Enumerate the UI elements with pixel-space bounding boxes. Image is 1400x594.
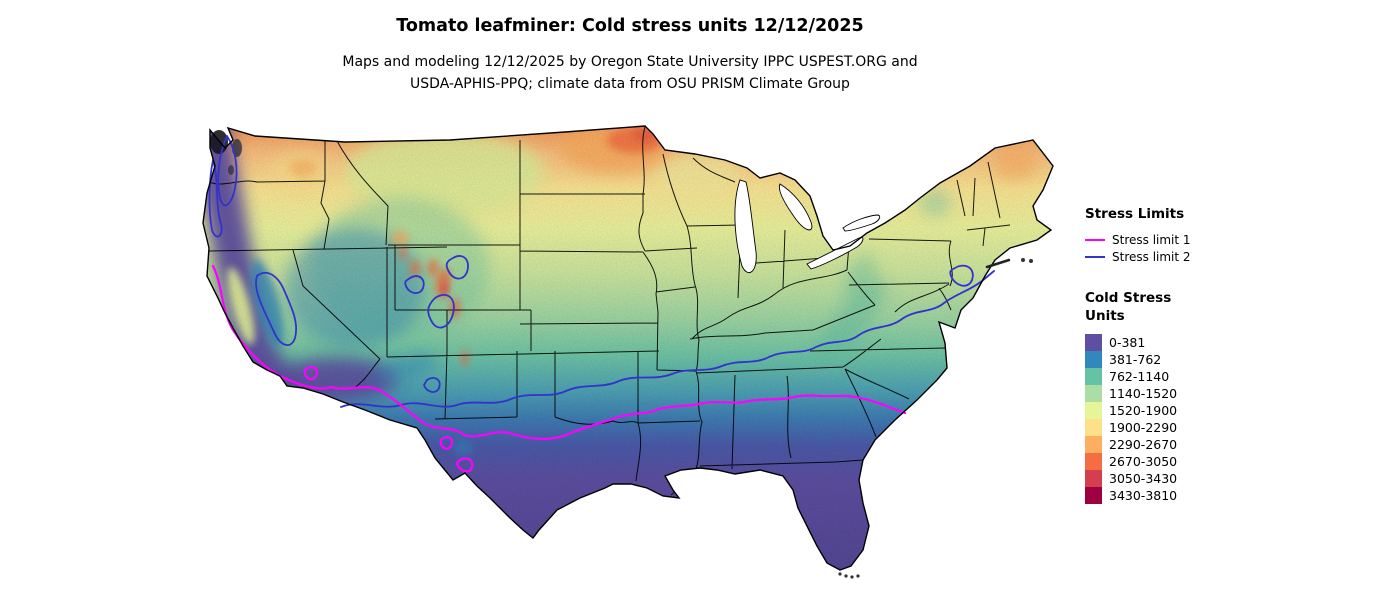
legend-class-label: 0-381 bbox=[1109, 335, 1146, 350]
legend-color-swatch bbox=[1085, 436, 1102, 453]
stress-limit-2-line-swatch bbox=[1085, 255, 1105, 258]
legend-class-row: 381-762 bbox=[1085, 351, 1385, 368]
stress-limit-1-contour bbox=[211, 264, 907, 473]
lake-ontario bbox=[842, 214, 881, 232]
lake-huron bbox=[778, 183, 813, 231]
legend-class-row: 3430-3810 bbox=[1085, 487, 1385, 504]
lake-michigan bbox=[734, 179, 757, 274]
map-subtitle-line2: USDA-APHIS-PPQ; climate data from OSU PR… bbox=[410, 76, 850, 92]
cold-stress-units-title-line1: Cold Stress bbox=[1085, 290, 1172, 306]
stress-limit-2-row: Stress limit 2 bbox=[1085, 248, 1385, 265]
legend-color-swatch bbox=[1085, 334, 1102, 351]
stress-limits-title: Stress Limits bbox=[1085, 206, 1185, 222]
legend-class-label: 762-1140 bbox=[1109, 369, 1170, 384]
legend-color-swatch bbox=[1085, 402, 1102, 419]
legend-class-row: 1520-1900 bbox=[1085, 402, 1385, 419]
map-header: Tomato leafminer: Cold stress units 12/1… bbox=[195, 16, 1065, 95]
cold-stress-units-title-line2: Units bbox=[1085, 308, 1125, 324]
cold-stress-units-title: Cold Stress Units bbox=[1085, 289, 1385, 325]
legend: Stress Limits Stress limit 1 Stress limi… bbox=[1085, 206, 1385, 504]
legend-class-label: 3430-3810 bbox=[1109, 488, 1178, 503]
raster-speckle-texture bbox=[203, 126, 1053, 570]
legend-color-swatch bbox=[1085, 351, 1102, 368]
legend-color-swatch bbox=[1085, 419, 1102, 436]
legend-class-row: 3050-3430 bbox=[1085, 470, 1385, 487]
map-title: Tomato leafminer: Cold stress units 12/1… bbox=[396, 16, 864, 36]
stress-limit-1-line-swatch bbox=[1085, 238, 1105, 241]
legend-class-row: 0-381 bbox=[1085, 334, 1385, 351]
map-subtitle-line1: Maps and modeling 12/12/2025 by Oregon S… bbox=[342, 54, 918, 70]
legend-class-label: 1900-2290 bbox=[1109, 420, 1178, 435]
stress-limit-2-contour bbox=[208, 135, 995, 408]
stress-limit-2-label: Stress limit 2 bbox=[1112, 249, 1191, 264]
legend-color-swatch bbox=[1085, 487, 1102, 504]
legend-class-list: 0-381 381-762 762-1140 1140-1520 1520-19… bbox=[1085, 334, 1385, 504]
legend-class-label: 1520-1900 bbox=[1109, 403, 1178, 418]
legend-class-label: 2290-2670 bbox=[1109, 437, 1178, 452]
great-lakes bbox=[734, 179, 881, 274]
stress-limit-1-label: Stress limit 1 bbox=[1112, 232, 1191, 247]
legend-class-label: 3050-3430 bbox=[1109, 471, 1178, 486]
legend-color-swatch bbox=[1085, 368, 1102, 385]
legend-color-swatch bbox=[1085, 470, 1102, 487]
legend-class-row: 2670-3050 bbox=[1085, 453, 1385, 470]
legend-class-row: 2290-2670 bbox=[1085, 436, 1385, 453]
legend-color-swatch bbox=[1085, 385, 1102, 402]
legend-class-row: 1900-2290 bbox=[1085, 419, 1385, 436]
legend-class-label: 1140-1520 bbox=[1109, 386, 1178, 401]
stress-limit-1-row: Stress limit 1 bbox=[1085, 231, 1385, 248]
islands-and-keys bbox=[838, 258, 1033, 579]
legend-class-label: 381-762 bbox=[1109, 352, 1162, 367]
us-cold-stress-map bbox=[202, 125, 1054, 579]
long-island bbox=[985, 258, 1011, 269]
legend-class-row: 1140-1520 bbox=[1085, 385, 1385, 402]
legend-color-swatch bbox=[1085, 453, 1102, 470]
legend-class-label: 2670-3050 bbox=[1109, 454, 1178, 469]
legend-class-row: 762-1140 bbox=[1085, 368, 1385, 385]
raster-regional-tints bbox=[203, 126, 1053, 570]
